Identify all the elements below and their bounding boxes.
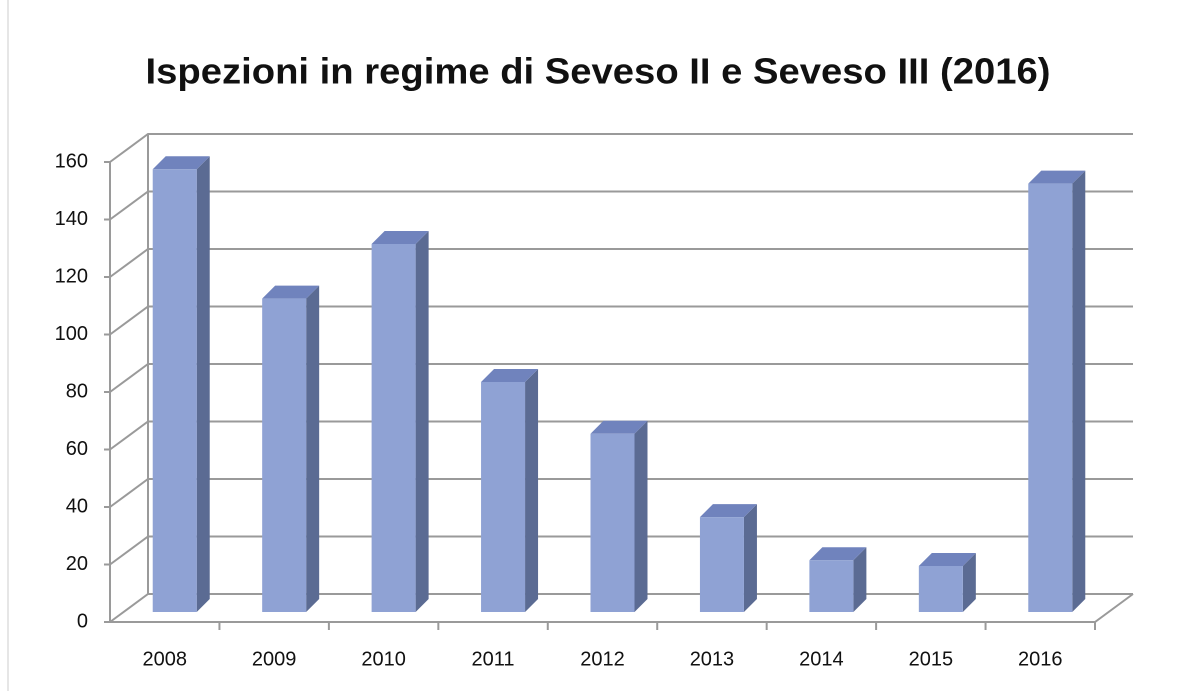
bar-front	[918, 566, 963, 612]
x-tick-label: 2010	[361, 648, 406, 670]
bar-top	[1028, 170, 1086, 184]
y-tick-label: 120	[55, 265, 88, 287]
y-tick-label: 0	[77, 610, 88, 632]
bar-side	[962, 553, 976, 612]
bar-front	[152, 169, 197, 612]
bar-front	[809, 560, 854, 612]
x-tick-label: 2011	[472, 648, 515, 670]
y-tick-label: 20	[66, 553, 88, 575]
y-tick-label: 100	[55, 323, 88, 345]
bar-top	[152, 156, 210, 170]
bar-side	[306, 285, 320, 612]
bar-side	[1072, 170, 1086, 612]
bar-top	[371, 231, 429, 244]
y-tick-label: 40	[66, 495, 88, 517]
bar	[590, 420, 648, 612]
grid-line	[109, 478, 1133, 508]
bar-side	[196, 156, 210, 612]
grid-line	[109, 363, 1133, 393]
bar-top	[699, 504, 757, 518]
x-tick-label: 2009	[252, 648, 297, 670]
grid-line	[109, 535, 1133, 566]
bar-side	[853, 547, 867, 612]
bar-front	[699, 517, 744, 612]
bar	[809, 547, 867, 612]
x-tick-label: 2016	[1018, 648, 1063, 670]
grid-line	[109, 305, 1133, 336]
grid-line	[109, 190, 1133, 221]
bar-front	[481, 382, 526, 612]
bar-side	[743, 504, 757, 612]
bar	[918, 553, 976, 612]
chart-title: Ispezioni in regime di Seveso II e Seves…	[146, 51, 1051, 92]
bar	[262, 285, 320, 612]
bar	[152, 156, 210, 612]
x-tick-label: 2014	[799, 648, 844, 670]
bar-top	[918, 553, 976, 566]
bar-front	[262, 298, 307, 612]
bar-top	[262, 285, 320, 299]
bar	[699, 504, 757, 612]
bar	[371, 231, 429, 612]
y-tick-label: 60	[66, 438, 88, 460]
bar-side	[634, 420, 648, 612]
grid-line	[109, 133, 1133, 163]
bar-front	[1028, 183, 1073, 612]
bar-top	[590, 420, 648, 434]
bar-side	[525, 369, 539, 612]
bar-top	[481, 369, 539, 382]
x-tick-label: 2015	[909, 648, 954, 670]
bar-side	[415, 231, 429, 612]
grid-line	[109, 248, 1133, 278]
grid-line	[109, 420, 1133, 451]
bar	[1028, 170, 1086, 612]
y-tick-label: 140	[55, 208, 88, 230]
bar-top	[809, 547, 867, 561]
bar	[481, 369, 539, 612]
bar-front	[371, 244, 416, 612]
grid-line	[109, 593, 1133, 623]
bar-front	[590, 433, 635, 612]
y-tick-label: 160	[55, 150, 88, 172]
x-tick-label: 2012	[580, 648, 625, 670]
y-tick-label: 80	[66, 380, 88, 402]
x-tick-label: 2013	[690, 648, 735, 670]
x-tick-label: 2008	[142, 648, 187, 670]
